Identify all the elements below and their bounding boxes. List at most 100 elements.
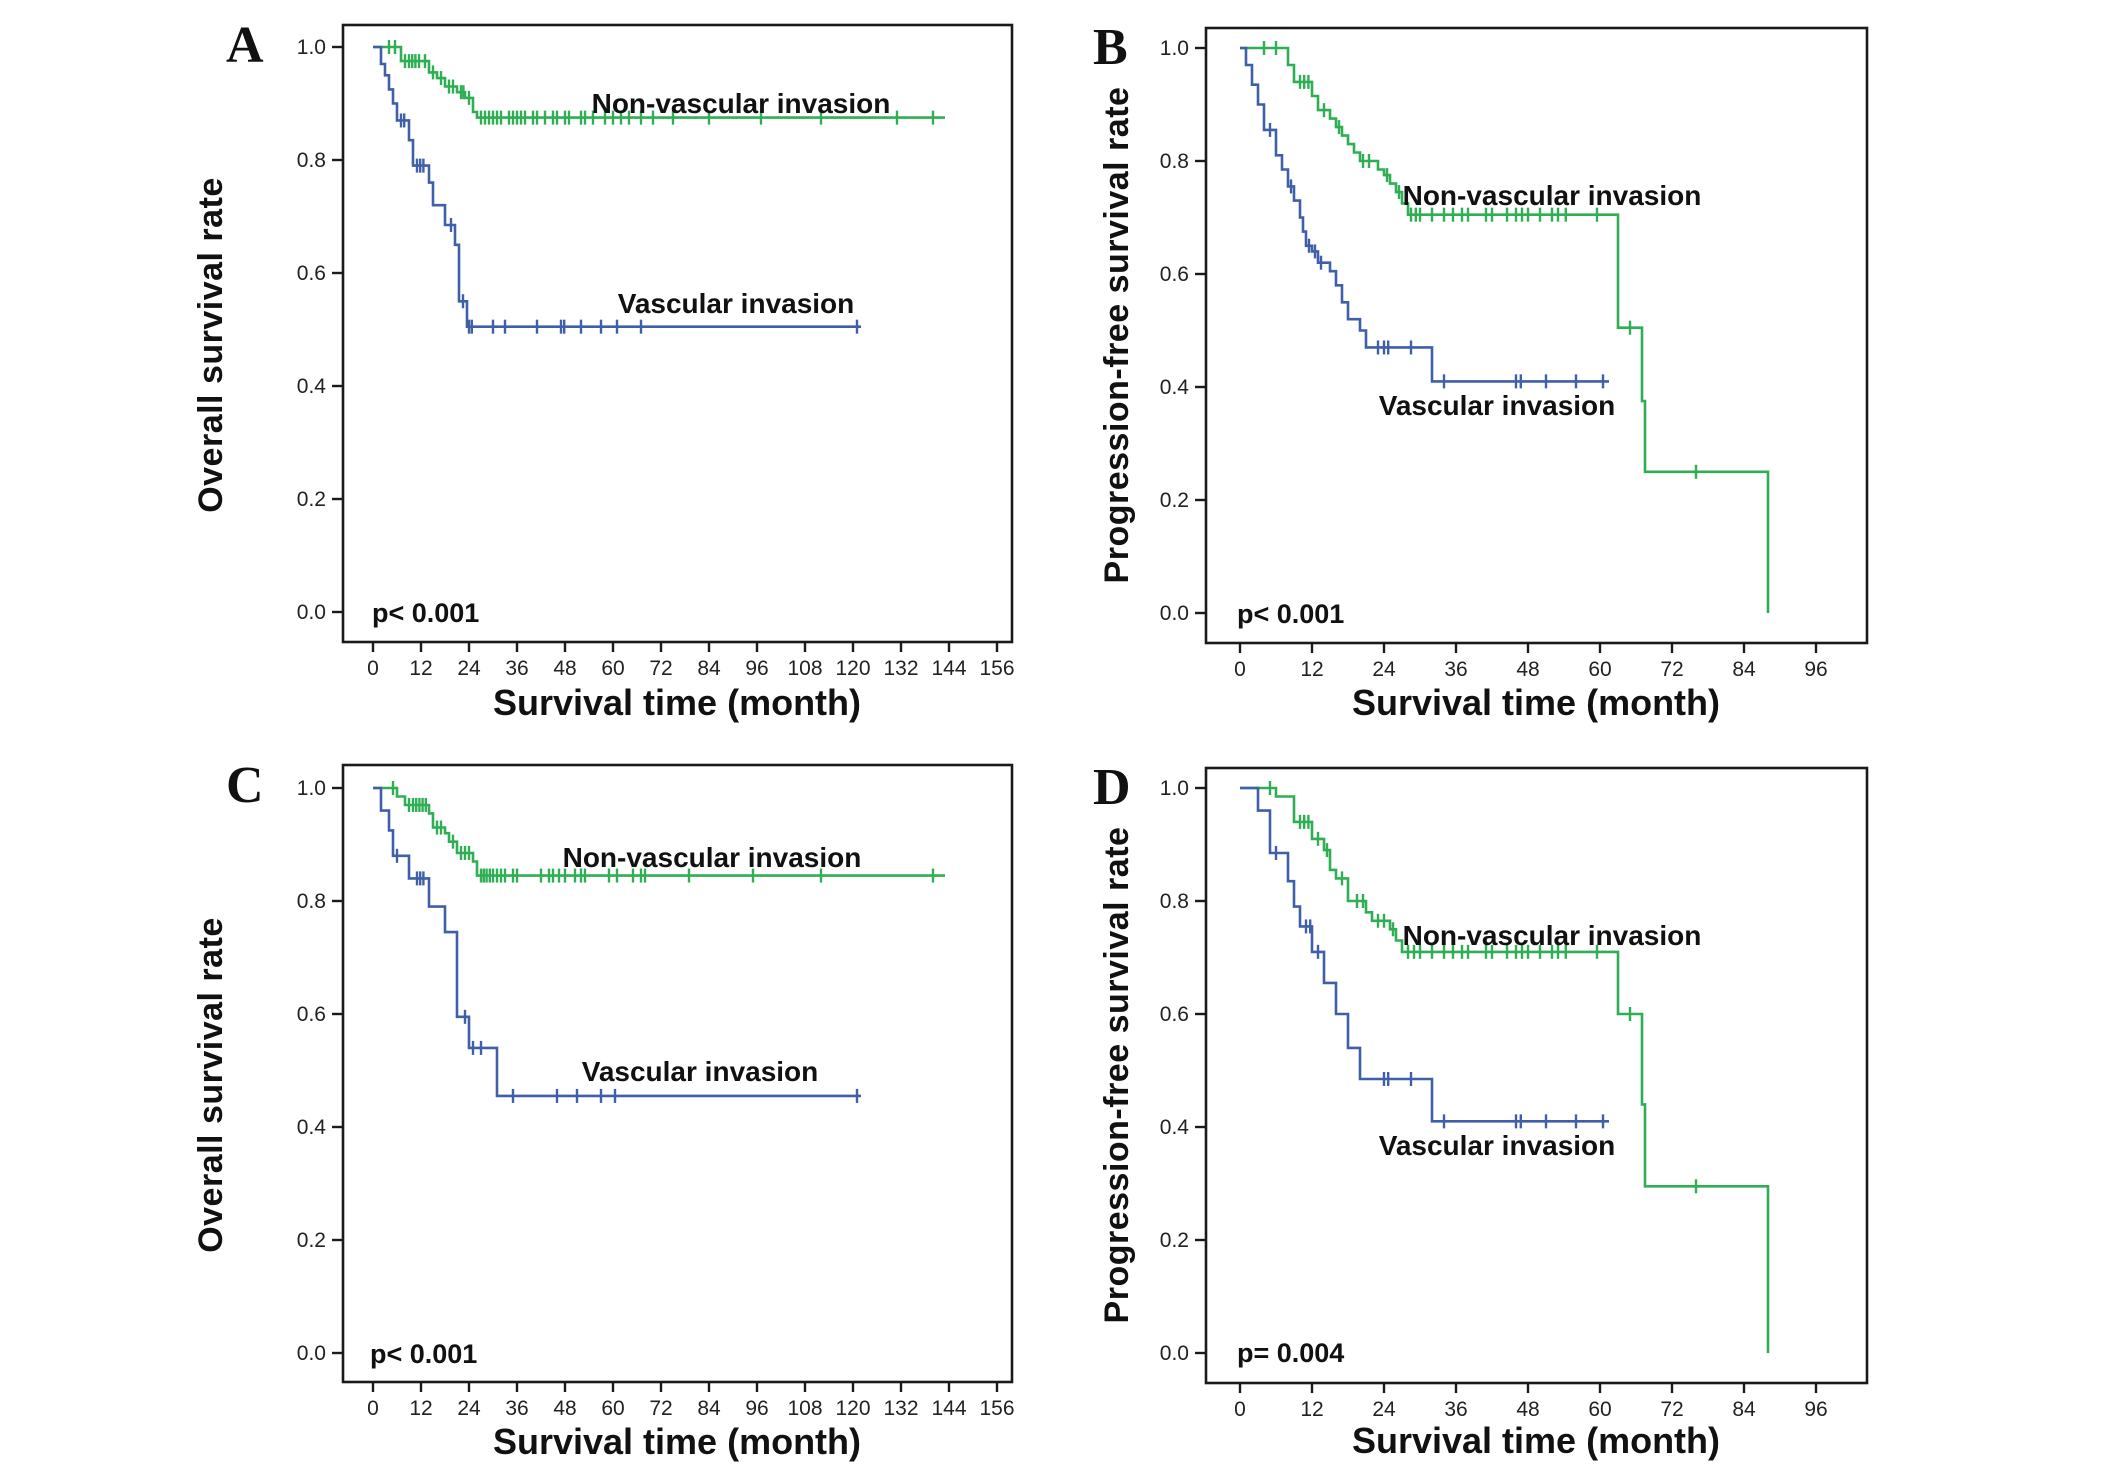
km-curve-non_vascular xyxy=(1240,786,1770,1353)
plot-frame-a xyxy=(341,23,1014,644)
x-tick-label: 60 xyxy=(601,657,624,680)
y-tick-label: 0.8 xyxy=(297,890,326,913)
x-tick-label: 84 xyxy=(697,1397,721,1420)
x-tick-label: 0 xyxy=(367,657,379,680)
y-tick-label: 0.2 xyxy=(297,1229,326,1252)
y-tick-label: 1.0 xyxy=(1160,37,1189,60)
curve-label-nonvascular-a: Non-vascular invasion xyxy=(591,88,891,119)
km-plot-d: 0 12 24 36 48 60 72 84 96 0.0 0.2 0.4 0.6 0.8 1.0 xyxy=(1160,766,1869,1421)
km-plot-a: 0 12 24 36 48 60 72 84 96 108 120 132 144 156 0.0 0.2 0.… xyxy=(297,23,1015,680)
y-tick-label: 1.0 xyxy=(1160,777,1189,800)
x-tick-label: 120 xyxy=(835,657,870,680)
x-tick-label: 84 xyxy=(1732,1398,1756,1421)
x-tick-label: 72 xyxy=(649,657,672,680)
km-curve-non_vascular xyxy=(373,786,945,877)
y-axis-title-c: Overall survival rate xyxy=(192,917,230,1253)
x-axis-title-d: Survival time (month) xyxy=(1351,1420,1721,1461)
y-tick-label: 0.8 xyxy=(1160,150,1189,173)
y-tick-label: 0.4 xyxy=(297,1116,327,1139)
y-axis-title-a: Overall survival rate xyxy=(192,177,230,513)
x-axis-title-a: Survival time (month) xyxy=(492,682,862,723)
y-tick-label: 0.2 xyxy=(1160,1229,1189,1252)
x-tick-label: 156 xyxy=(979,1397,1014,1420)
x-tick-label: 96 xyxy=(1804,658,1827,681)
y-tick-label: 0.4 xyxy=(1160,376,1190,399)
panel-letter-c: C xyxy=(226,757,264,814)
x-tick-label: 0 xyxy=(367,1397,379,1420)
curve-label-nonvascular-d: Non-vascular invasion xyxy=(1402,920,1702,951)
x-tick-label: 48 xyxy=(553,657,576,680)
x-tick-label: 60 xyxy=(1588,1398,1611,1421)
panel-letter-b: B xyxy=(1093,19,1128,76)
y-tick-label: 0.0 xyxy=(297,601,326,624)
y-tick-label: 0.0 xyxy=(1160,1342,1189,1365)
x-tick-label: 108 xyxy=(787,657,822,680)
y-tick-label: 0.2 xyxy=(1160,489,1189,512)
curve-label-nonvascular-b: Non-vascular invasion xyxy=(1402,180,1702,211)
x-tick-label: 48 xyxy=(1516,1398,1539,1421)
x-tick-label: 24 xyxy=(1372,658,1396,681)
y-tick-label: 0.0 xyxy=(1160,602,1189,625)
y-tick-label: 1.0 xyxy=(297,36,326,59)
y-axis-title-b: Progression-free survival rate xyxy=(1098,86,1136,584)
x-tick-label: 156 xyxy=(979,657,1014,680)
x-tick-label: 132 xyxy=(883,1397,918,1420)
y-tick-label: 0.6 xyxy=(297,262,326,285)
curve-label-vascular-a: Vascular invasion xyxy=(617,288,855,319)
y-tick-label: 0.8 xyxy=(1160,890,1189,913)
x-tick-label: 60 xyxy=(601,1397,624,1420)
x-tick-label: 84 xyxy=(697,657,721,680)
x-tick-label: 36 xyxy=(505,657,528,680)
x-tick-label: 132 xyxy=(883,657,918,680)
y-tick-label: 0.4 xyxy=(1160,1116,1190,1139)
x-tick-label: 72 xyxy=(1660,658,1683,681)
y-tick-label: 1.0 xyxy=(297,777,326,800)
x-tick-label: 12 xyxy=(409,657,432,680)
x-tick-label: 48 xyxy=(1516,658,1539,681)
x-tick-label: 144 xyxy=(931,1397,966,1420)
km-plot-b: 0 12 24 36 48 60 72 84 96 0.0 0.2 0.4 0.6 0.8 1.0 xyxy=(1160,26,1869,681)
x-tick-label: 72 xyxy=(1660,1398,1683,1421)
curve-label-vascular-c: Vascular invasion xyxy=(581,1056,819,1087)
km-curve-vascular xyxy=(1240,46,1609,383)
y-tick-label: 0.0 xyxy=(297,1342,326,1365)
x-tick-label: 0 xyxy=(1234,658,1246,681)
y-tick-label: 0.6 xyxy=(1160,1003,1189,1026)
y-tick-label: 0.8 xyxy=(297,149,326,172)
x-tick-label: 24 xyxy=(1372,1398,1396,1421)
curve-label-nonvascular-c: Non-vascular invasion xyxy=(562,842,862,873)
y-tick-label: 0.6 xyxy=(297,1003,326,1026)
panel-letter-a: A xyxy=(226,17,264,74)
x-axis-title-b: Survival time (month) xyxy=(1351,682,1721,723)
km-curve-vascular xyxy=(373,786,861,1098)
y-tick-label: 0.4 xyxy=(297,375,327,398)
km-plot-c: 0 12 24 36 48 60 72 84 96 108 120 132 144 156 0.0 0.2 0.… xyxy=(297,763,1015,1420)
x-tick-label: 84 xyxy=(1732,658,1756,681)
x-tick-label: 36 xyxy=(505,1397,528,1420)
y-tick-label: 0.6 xyxy=(1160,263,1189,286)
x-tick-label: 48 xyxy=(553,1397,576,1420)
km-curve-vascular xyxy=(373,45,861,328)
curve-label-vascular-d: Vascular invasion xyxy=(1378,1130,1616,1161)
x-tick-label: 12 xyxy=(1300,1398,1323,1421)
x-tick-label: 36 xyxy=(1444,658,1467,681)
x-tick-label: 12 xyxy=(1300,658,1323,681)
x-tick-label: 0 xyxy=(1234,1398,1246,1421)
p-value-a: p< 0.001 xyxy=(372,598,480,628)
x-tick-label: 60 xyxy=(1588,658,1611,681)
x-axis-title-c: Survival time (month) xyxy=(492,1421,862,1462)
x-tick-label: 96 xyxy=(745,657,768,680)
x-tick-label: 108 xyxy=(787,1397,822,1420)
x-tick-label: 120 xyxy=(835,1397,870,1420)
plot-frame-d xyxy=(1204,766,1869,1385)
p-value-b: p< 0.001 xyxy=(1237,599,1345,629)
curve-label-vascular-b: Vascular invasion xyxy=(1378,390,1616,421)
x-tick-label: 96 xyxy=(1804,1398,1827,1421)
panel-letter-d: D xyxy=(1093,759,1131,816)
plot-frame-c xyxy=(341,763,1014,1384)
p-value-d: p= 0.004 xyxy=(1237,1338,1345,1368)
plot-frame-b xyxy=(1204,26,1869,645)
km-curve-vascular xyxy=(1240,786,1609,1123)
